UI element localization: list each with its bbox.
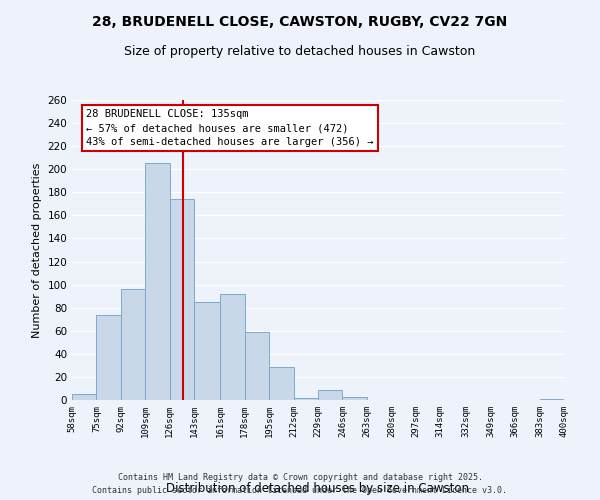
- Y-axis label: Number of detached properties: Number of detached properties: [32, 162, 42, 338]
- Text: Size of property relative to detached houses in Cawston: Size of property relative to detached ho…: [124, 45, 476, 58]
- Bar: [72, 394, 97, 400]
- Bar: [170, 199, 194, 400]
- Bar: [97, 314, 121, 400]
- Bar: [220, 294, 245, 400]
- Bar: [145, 164, 170, 400]
- X-axis label: Distribution of detached houses by size in Cawston: Distribution of detached houses by size …: [167, 482, 470, 494]
- Bar: [343, 396, 367, 400]
- Text: Contains HM Land Registry data © Crown copyright and database right 2025.
Contai: Contains HM Land Registry data © Crown c…: [92, 474, 508, 495]
- Bar: [269, 366, 293, 400]
- Bar: [121, 289, 145, 400]
- Bar: [293, 398, 318, 400]
- Text: 28 BRUDENELL CLOSE: 135sqm
← 57% of detached houses are smaller (472)
43% of sem: 28 BRUDENELL CLOSE: 135sqm ← 57% of deta…: [86, 109, 374, 147]
- Text: 28, BRUDENELL CLOSE, CAWSTON, RUGBY, CV22 7GN: 28, BRUDENELL CLOSE, CAWSTON, RUGBY, CV2…: [92, 15, 508, 29]
- Bar: [194, 302, 220, 400]
- Bar: [539, 399, 564, 400]
- Bar: [318, 390, 343, 400]
- Bar: [245, 332, 269, 400]
